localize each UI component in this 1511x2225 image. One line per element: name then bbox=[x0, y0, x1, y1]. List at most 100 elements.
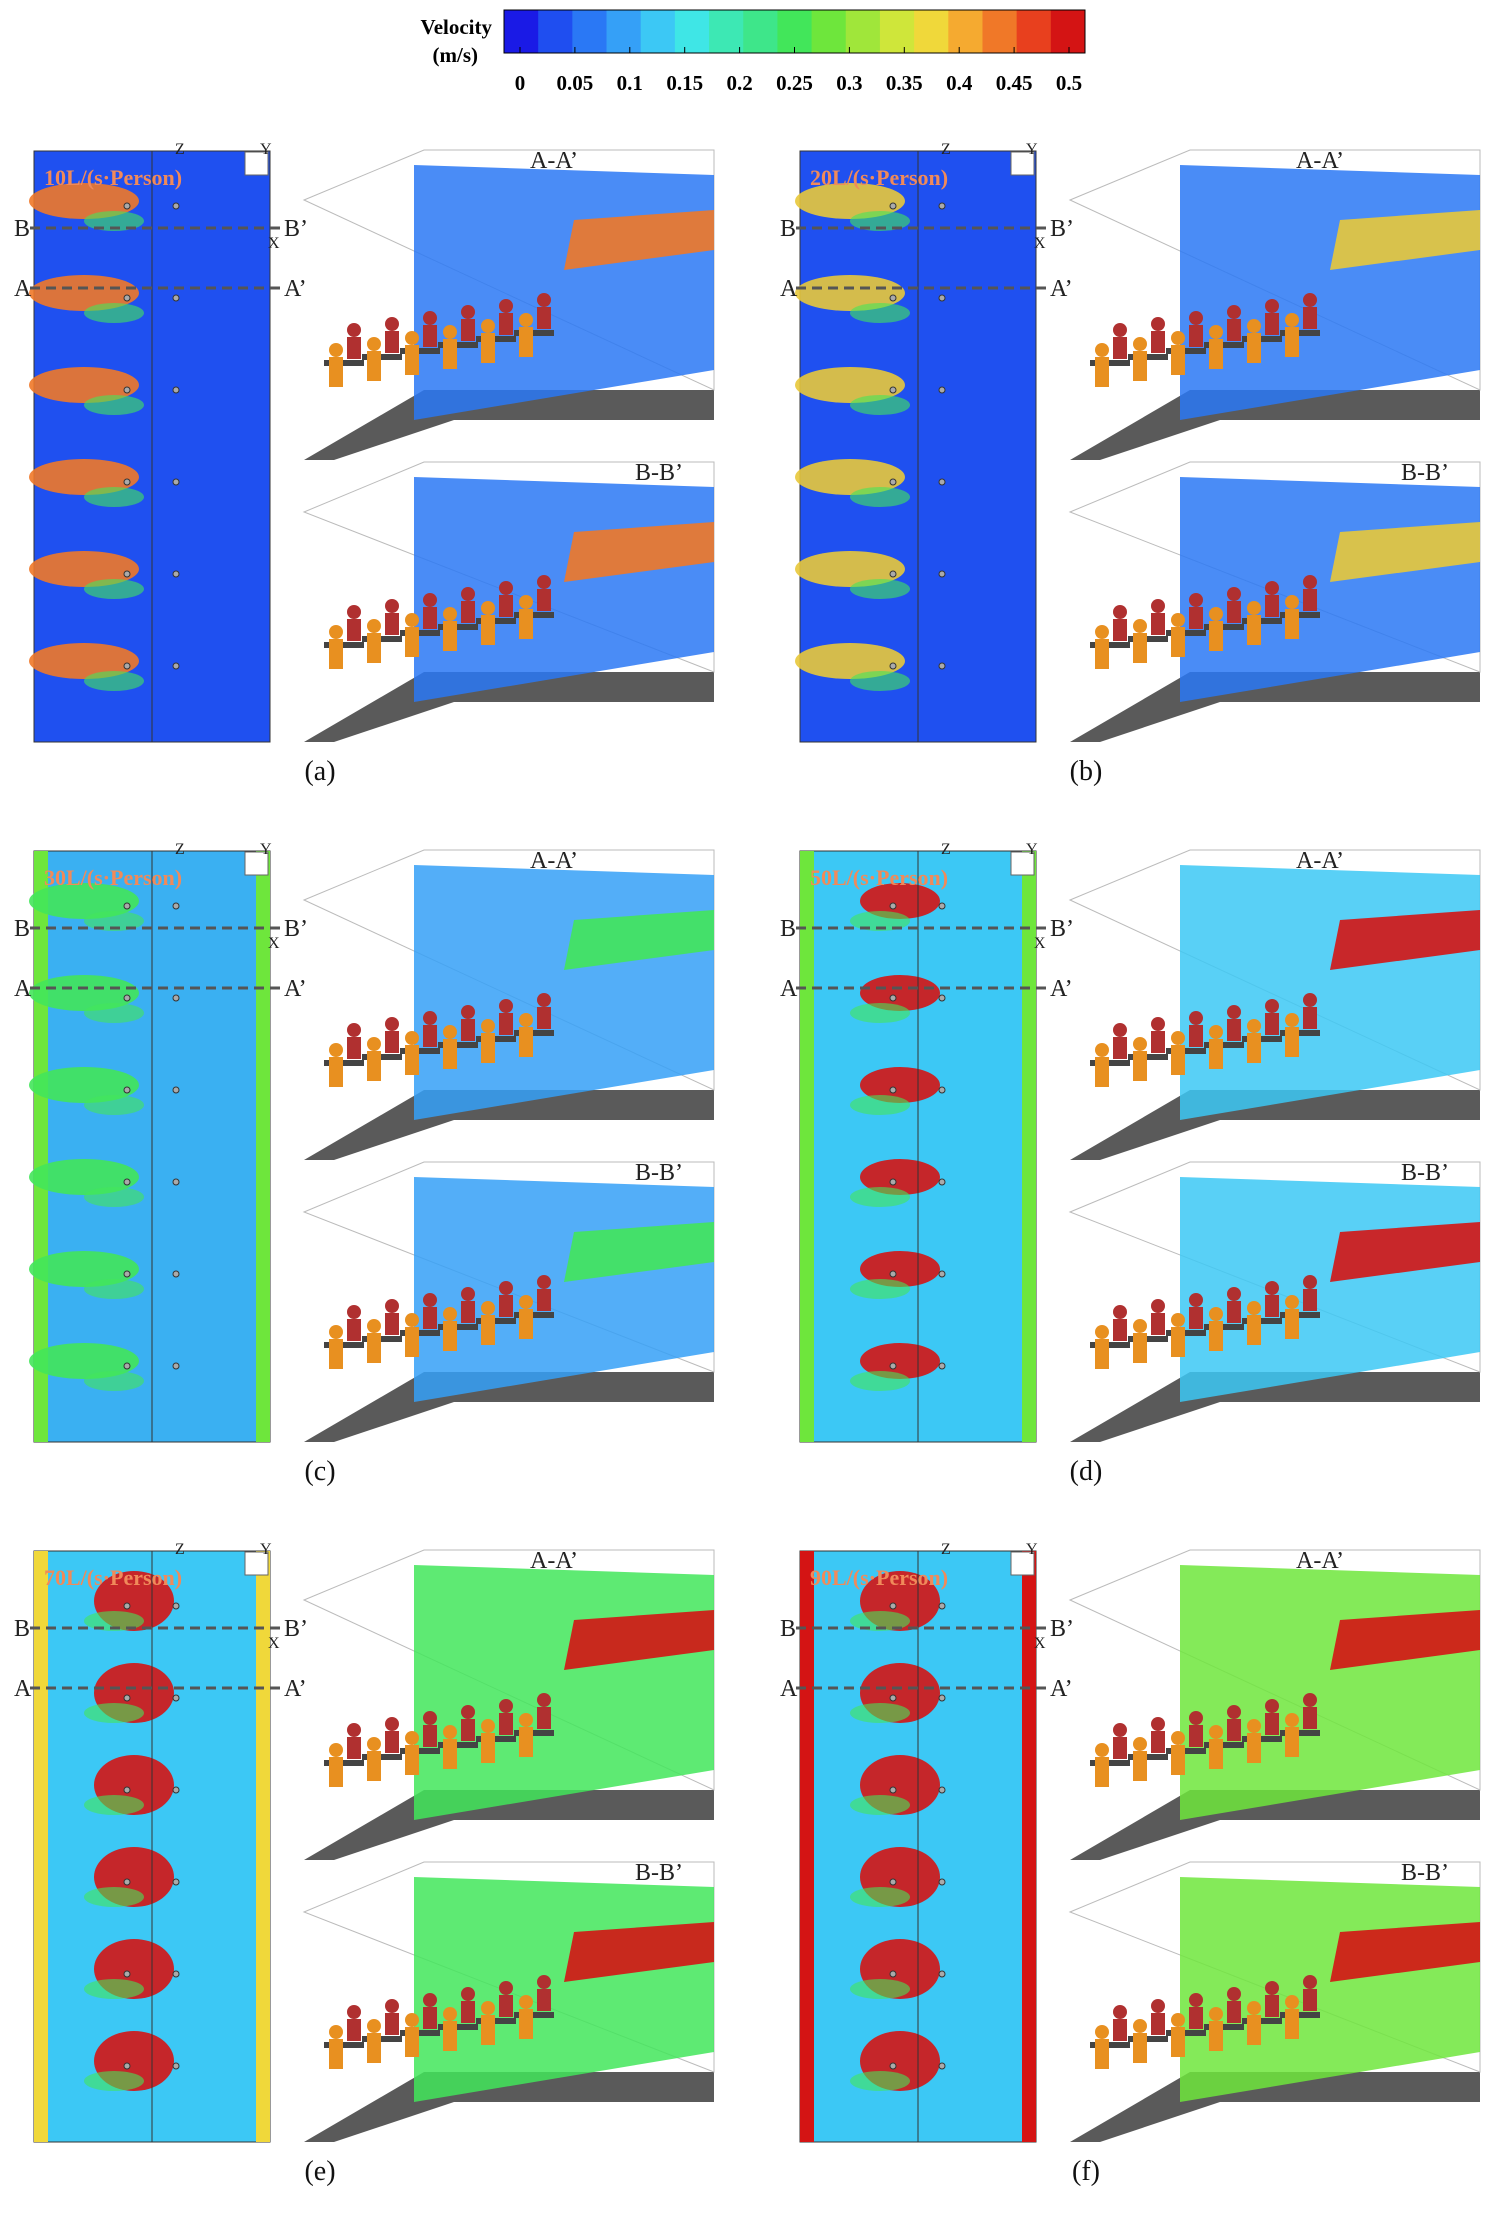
person-head bbox=[1285, 1713, 1299, 1727]
plan-jet-core bbox=[84, 1187, 144, 1207]
person-head bbox=[481, 319, 495, 333]
person-body bbox=[347, 619, 361, 641]
person-head bbox=[1171, 331, 1185, 345]
person-body bbox=[367, 1751, 381, 1781]
plan-person bbox=[938, 570, 946, 578]
plan-person bbox=[938, 902, 946, 910]
person-body bbox=[1303, 1707, 1317, 1729]
room-floor bbox=[1070, 1090, 1480, 1160]
section-title: A-A’ bbox=[530, 1548, 578, 1574]
plan-jet bbox=[29, 1251, 139, 1287]
plan-person bbox=[123, 662, 131, 670]
person-head bbox=[481, 2001, 495, 2015]
person-head bbox=[443, 607, 457, 621]
person-body bbox=[1113, 1737, 1127, 1759]
colorbar-unit: (m/s) bbox=[433, 43, 479, 67]
person-body bbox=[329, 1057, 343, 1087]
colorbar-segment bbox=[1016, 10, 1052, 53]
desk bbox=[400, 2030, 440, 2036]
plan-person bbox=[172, 1694, 180, 1702]
desk bbox=[1204, 1324, 1244, 1330]
plan-jet bbox=[29, 367, 139, 403]
person-body bbox=[481, 1315, 495, 1345]
desk bbox=[1166, 1048, 1206, 1054]
section-plane bbox=[1180, 1565, 1480, 1820]
plan-jet-core bbox=[850, 1611, 910, 1631]
plan-person bbox=[938, 1270, 946, 1278]
person-body bbox=[1133, 1051, 1147, 1081]
person-body bbox=[1113, 337, 1127, 359]
desk bbox=[1242, 336, 1282, 342]
desk bbox=[476, 336, 516, 342]
person-body bbox=[481, 333, 495, 363]
person-body bbox=[1209, 621, 1223, 651]
colorbar-tick-label: 0.45 bbox=[996, 71, 1033, 95]
person-body bbox=[1285, 1027, 1299, 1057]
person-body bbox=[499, 1713, 513, 1735]
section-title: A-A’ bbox=[1296, 848, 1344, 874]
person-body bbox=[443, 1739, 457, 1769]
plan-person bbox=[889, 2062, 897, 2070]
axis-label: Y bbox=[260, 1541, 272, 1558]
plan-jet-core bbox=[84, 487, 144, 507]
person-head bbox=[423, 593, 437, 607]
plan-jet bbox=[860, 975, 940, 1011]
section-jet bbox=[1330, 522, 1480, 582]
person-head bbox=[423, 311, 437, 325]
person-body bbox=[1113, 1037, 1127, 1059]
person-body bbox=[347, 2019, 361, 2041]
plan-jet bbox=[795, 183, 905, 219]
person-head bbox=[367, 619, 381, 633]
person-body bbox=[385, 1731, 399, 1753]
desk bbox=[362, 1336, 402, 1342]
desk bbox=[1166, 348, 1206, 354]
person-body bbox=[537, 1707, 551, 1729]
plan-jet-core bbox=[84, 1003, 144, 1023]
plan-person bbox=[889, 1086, 897, 1094]
plan-jet-core bbox=[850, 1795, 910, 1815]
person-body bbox=[519, 1727, 533, 1757]
person-body bbox=[499, 313, 513, 335]
desk bbox=[1128, 1336, 1168, 1342]
desk bbox=[1166, 2030, 1206, 2036]
plan-jet-core bbox=[84, 1795, 144, 1815]
person-body bbox=[1095, 1757, 1109, 1787]
axis-label: Y bbox=[260, 841, 272, 858]
colorbar-segment bbox=[879, 10, 915, 53]
person-head bbox=[405, 1313, 419, 1327]
axis-label: Z bbox=[941, 841, 951, 858]
section-jet bbox=[564, 210, 714, 270]
section-title: A-A’ bbox=[1296, 148, 1344, 174]
plan-person bbox=[123, 386, 131, 394]
plan-jet bbox=[29, 183, 139, 219]
person-body bbox=[1285, 327, 1299, 357]
person-head bbox=[405, 331, 419, 345]
desk bbox=[438, 1324, 478, 1330]
plan-jet bbox=[860, 883, 940, 919]
section-plane bbox=[1180, 1877, 1480, 2102]
plan-jet-core bbox=[84, 1979, 144, 1999]
plan-jet bbox=[860, 1251, 940, 1287]
plan-jet bbox=[795, 459, 905, 495]
section-label: A’ bbox=[1050, 276, 1073, 302]
axis-box bbox=[1010, 151, 1035, 176]
flow-label: 30L/(s·Person) bbox=[44, 865, 182, 890]
desk bbox=[324, 642, 364, 648]
desk bbox=[400, 348, 440, 354]
plan-rim bbox=[1022, 1551, 1036, 2142]
plan-person bbox=[938, 662, 946, 670]
plan-jet-core bbox=[84, 211, 144, 231]
person-head bbox=[1113, 1023, 1127, 1037]
person-body bbox=[405, 2027, 419, 2057]
person-body bbox=[461, 1301, 475, 1323]
plan-person bbox=[938, 478, 946, 486]
colorbar-segment bbox=[572, 10, 608, 53]
person-head bbox=[367, 1037, 381, 1051]
person-head bbox=[537, 575, 551, 589]
plan-jet-core bbox=[84, 1279, 144, 1299]
desk bbox=[514, 1312, 554, 1318]
colorbar-title: Velocity bbox=[420, 15, 492, 39]
person-body bbox=[1113, 2019, 1127, 2041]
person-body bbox=[405, 1045, 419, 1075]
plan-person bbox=[938, 994, 946, 1002]
